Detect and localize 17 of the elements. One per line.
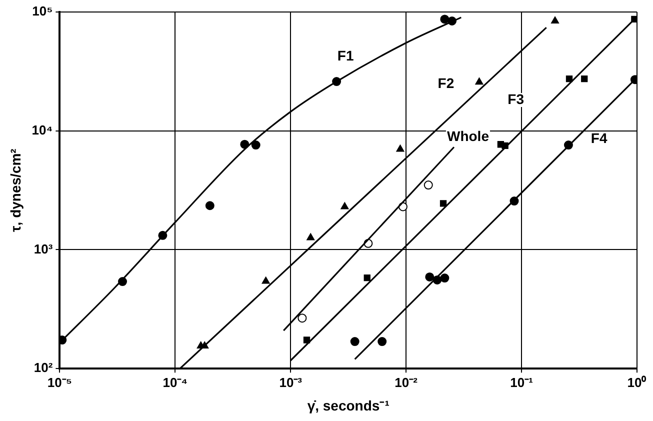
- x-tick-label: 10⁻⁵: [47, 374, 72, 390]
- series-label: F4: [590, 130, 608, 146]
- series-label: F3: [508, 90, 524, 107]
- y-axis-title: τ, dynes/cm²: [7, 148, 24, 232]
- y-tick-label: 10³: [34, 241, 54, 256]
- x-tick-label: 10⁻¹: [510, 374, 533, 390]
- series-label: Whole: [446, 128, 490, 144]
- series-label: F2: [438, 74, 454, 91]
- x-tick-label: 10⁻⁴: [162, 374, 188, 390]
- series-label: F1: [337, 47, 354, 64]
- x-tick-label: 10⁻³: [279, 374, 303, 390]
- y-tick-label: 10⁴: [32, 122, 53, 138]
- x-tick-label: 10⁻²: [394, 374, 418, 390]
- y-tick-label: 10⁵: [32, 4, 53, 19]
- x-tick-label: 10⁰: [627, 374, 647, 390]
- x-axis-title: γ̇, seconds⁻¹: [307, 397, 390, 414]
- y-tick-label: 10²: [34, 360, 54, 376]
